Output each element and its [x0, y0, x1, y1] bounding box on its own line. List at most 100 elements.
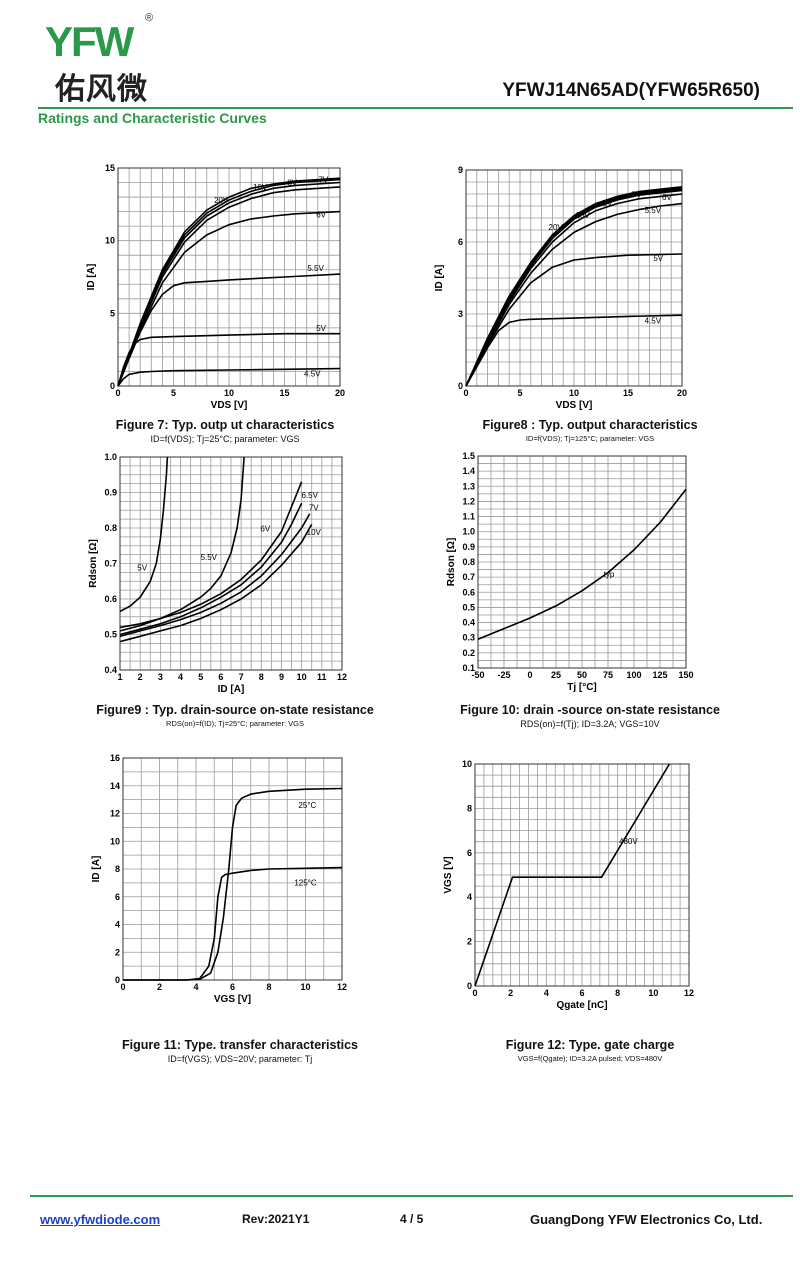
x-tick-label: 100	[626, 670, 641, 680]
series-line	[117, 177, 341, 387]
x-tick-label: 1	[117, 672, 122, 682]
y-tick-label: 1.0	[462, 527, 475, 537]
x-tick-label: 6	[579, 988, 584, 998]
website-link[interactable]: www.yfwdiode.com	[40, 1212, 161, 1227]
plot-frame	[117, 167, 341, 387]
y-tick-label: 0.8	[104, 523, 117, 533]
series-line	[123, 787, 343, 981]
y-tick-label: 0	[115, 975, 120, 985]
series-line	[477, 488, 687, 640]
y-tick-label: 6	[115, 892, 120, 902]
x-tick-label: 50	[577, 670, 587, 680]
series-line	[117, 332, 340, 387]
company-logo: YFW	[45, 18, 134, 66]
x-tick-label: 6	[218, 672, 223, 682]
y-tick-label: 15	[105, 163, 115, 173]
y-tick-label: 6	[467, 848, 472, 858]
chart-fig9: 1 2 3 4 5 6 7 8 9 10 11 120.40.50.60.70.80.91.0ID […	[88, 452, 347, 695]
y-tick-label: 10	[105, 236, 115, 246]
section-title: Ratings and Characteristic Curves	[38, 110, 267, 126]
x-tick-label: 10	[224, 388, 234, 398]
plot-frame	[465, 169, 683, 387]
figure-7-caption: Figure 7: Typ. outp ut characteristics I…	[90, 418, 360, 444]
y-tick-label: 2	[115, 947, 120, 957]
series-label: 20V	[214, 196, 229, 205]
logo-text: YFW	[45, 18, 134, 65]
y-tick-label: 0.1	[462, 663, 475, 673]
grid	[477, 455, 687, 669]
y-tick-label: 0.6	[462, 587, 475, 597]
y-tick-label: 1.5	[462, 451, 475, 461]
x-tick-label: 0	[115, 388, 120, 398]
x-tick-label: 75	[603, 670, 613, 680]
figure-caption: Figure 11: Type. transfer characteristic…	[122, 1038, 358, 1052]
chart-fig10: -50 -25 0 25 50 75 100 125 150 0.1 0.2 0.3 0.4 0.5 0.6…	[446, 451, 694, 693]
y-tick-label: 9	[458, 165, 463, 175]
footer-divider	[30, 1195, 793, 1197]
figure-8-caption: Figure8 : Typ. output characteristics ID…	[440, 418, 740, 443]
series-line	[119, 502, 303, 636]
x-axis-label: Qgate [nC]	[556, 1000, 607, 1011]
x-tick-label: 10	[648, 988, 658, 998]
series-label: 4.5V	[304, 370, 321, 379]
x-tick-label: 9	[279, 672, 284, 682]
y-tick-label: 0	[467, 981, 472, 991]
x-tick-label: 25	[551, 670, 561, 680]
series-line	[465, 202, 683, 387]
y-tick-label: 4	[115, 920, 120, 930]
y-tick-label: 1.2	[462, 496, 475, 506]
y-axis-label: VGS [V]	[443, 856, 454, 893]
chart-fig8: 0 5 10 15 20 0 3 6 9 VDS [V] ID [A] 20V 10V 8V 7V 6V5.5…	[434, 165, 687, 411]
series-label: 10V	[576, 211, 591, 220]
x-tick-label: 2	[508, 988, 513, 998]
part-number: YFWJ14N65AD(YFW65R650)	[502, 80, 760, 101]
y-tick-label: 3	[458, 309, 463, 319]
figure-11-caption: Figure 11: Type. transfer characteristic…	[90, 1038, 390, 1064]
company-name: GuangDong YFW Electronics Co, Ltd.	[530, 1212, 763, 1227]
figure-subcaption: ID=f(VDS); Tj=25°C; parameter: VGS	[150, 434, 300, 444]
x-tick-label: 12	[684, 988, 694, 998]
y-tick-label: 0.5	[462, 602, 475, 612]
y-tick-label: 10	[110, 836, 120, 846]
x-tick-label: 6	[230, 982, 235, 992]
series-label: 6V	[662, 193, 672, 202]
series-line	[119, 513, 311, 638]
x-axis-label: Tj [°C]	[567, 682, 597, 693]
chart-fig7: 0 5 10 15 20 0 5 10 15 VDS [V] ID [A] 20V 10V 8V 7V 6V 5…	[86, 163, 345, 411]
x-tick-label: 20	[677, 388, 687, 398]
page-number: 4 / 5	[400, 1212, 424, 1226]
y-tick-label: 0	[458, 381, 463, 391]
x-tick-label: -25	[497, 670, 510, 680]
grid	[117, 167, 341, 387]
x-tick-label: 8	[266, 982, 271, 992]
y-axis-label: ID [A]	[86, 264, 97, 291]
revision-label: Rev:2021Y1	[242, 1212, 310, 1226]
y-tick-label: 16	[110, 753, 120, 763]
series-line	[474, 763, 671, 987]
series-label: 8V	[287, 178, 297, 187]
x-axis-label: VGS [V]	[214, 994, 251, 1005]
series-line	[119, 481, 303, 629]
y-tick-label: 0.9	[104, 488, 117, 498]
y-tick-label: 2	[467, 937, 472, 947]
y-axis-label: ID [A]	[91, 856, 102, 883]
y-tick-label: 0.3	[462, 633, 475, 643]
chart-fig12: 0 2 4 6 8 10 12 0 2 4 6 8 10 Qgate [nC] VGS [V] 480V	[443, 759, 694, 1011]
y-tick-label: 0.7	[462, 572, 475, 582]
y-axis-label: Rdson [Ω]	[446, 538, 457, 587]
series-line	[119, 456, 245, 632]
x-tick-label: 8	[259, 672, 264, 682]
series-line	[465, 253, 683, 387]
figure-subcaption: ID=f(VDS); Tj=125°C; parameter: VGS	[525, 434, 655, 443]
registered-mark: ®	[145, 12, 154, 24]
series-label: 5V	[316, 324, 326, 333]
x-tick-label: 2	[157, 982, 162, 992]
figure-10-caption: Figure 10: drain -source on-state resist…	[440, 703, 740, 729]
series-line	[123, 866, 343, 981]
plot-frame	[122, 757, 343, 981]
header-divider	[38, 107, 793, 109]
x-tick-label: 8	[615, 988, 620, 998]
series-label: 125°C	[294, 879, 317, 888]
y-tick-label: 14	[110, 781, 120, 791]
series-label: 10V	[307, 528, 322, 537]
